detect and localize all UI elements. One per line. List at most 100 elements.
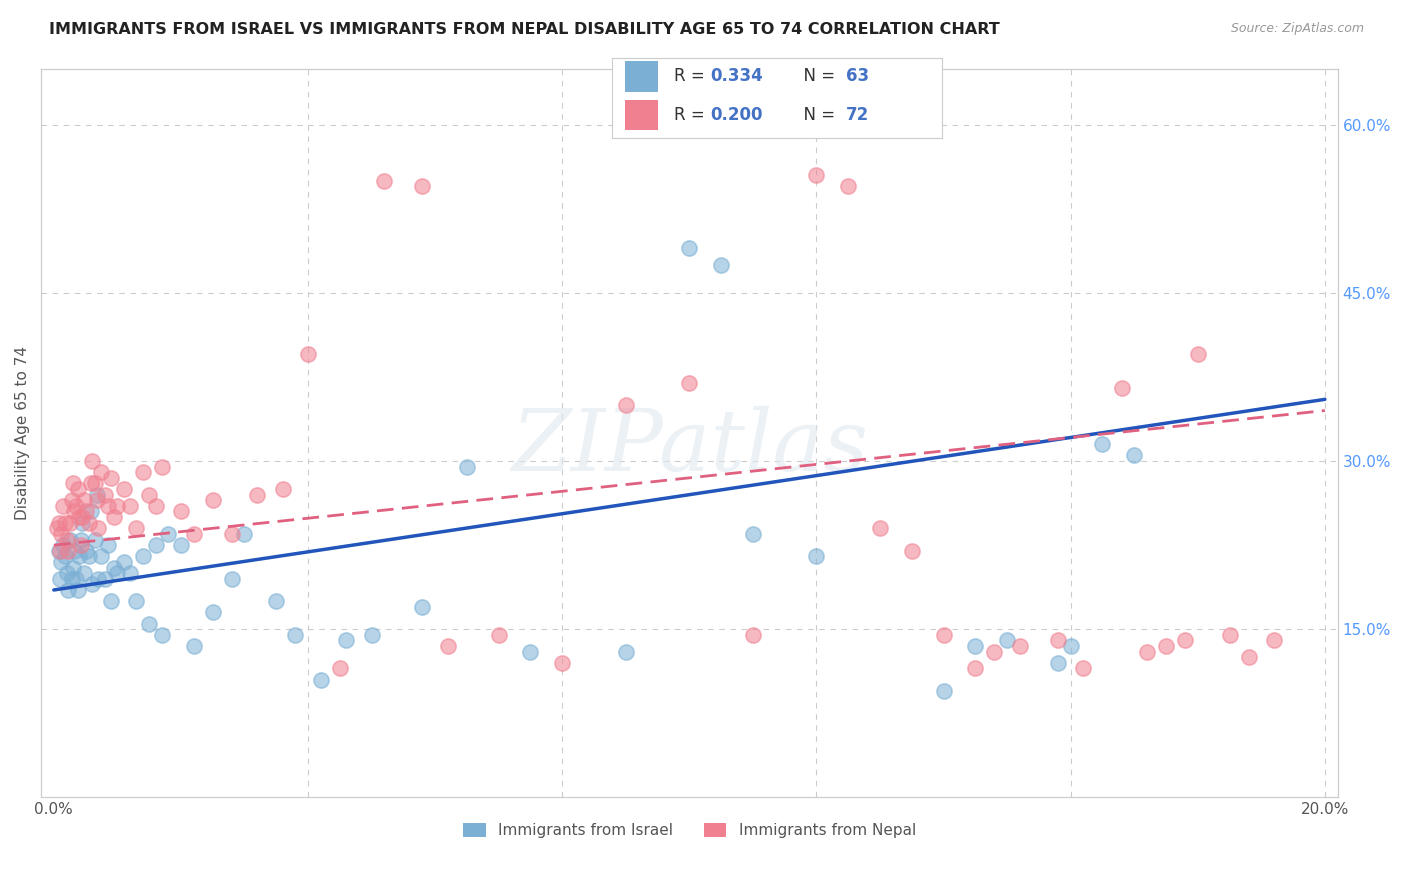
Point (59, 516, 82, 530)
Point (284, 628, 307, 642)
Point (72, 516, 94, 530)
Text: 0.200: 0.200 (710, 106, 763, 124)
Point (678, 241, 700, 255)
Point (488, 628, 510, 642)
Point (84, 533, 107, 547)
Text: IMMIGRANTS FROM ISRAEL VS IMMIGRANTS FROM NEPAL DISABILITY AGE 65 TO 74 CORRELAT: IMMIGRANTS FROM ISRAEL VS IMMIGRANTS FRO… (49, 22, 1000, 37)
Point (73, 493, 96, 508)
Point (157, 527, 180, 541)
Point (1046, 633, 1069, 648)
Point (411, 599, 433, 614)
Point (87, 521, 110, 535)
Point (742, 527, 765, 541)
Point (97, 499, 120, 513)
Point (80, 454, 103, 468)
Point (995, 633, 1018, 648)
Point (264, 594, 287, 608)
Point (1187, 347, 1209, 361)
Point (55, 566, 77, 581)
Point (150, 628, 173, 642)
Point (246, 488, 269, 502)
Bar (624, 100, 658, 130)
Point (56, 582, 79, 597)
Point (932, 628, 955, 642)
Point (132, 549, 155, 564)
Point (103, 510, 125, 524)
Point (105, 566, 128, 581)
Text: N =: N = (793, 68, 841, 86)
Point (1008, 639, 1031, 653)
Text: 72: 72 (846, 106, 869, 124)
Point (69, 533, 91, 547)
Point (93, 488, 115, 502)
Point (806, 549, 828, 564)
Point (65, 572, 87, 586)
Point (373, 174, 395, 188)
Point (48, 516, 70, 530)
Point (105, 499, 128, 513)
Point (120, 566, 142, 581)
Point (201, 606, 224, 620)
Point (49, 543, 72, 558)
Point (233, 527, 256, 541)
Point (75, 504, 97, 518)
Point (132, 465, 155, 479)
Point (456, 459, 478, 474)
Point (1154, 639, 1177, 653)
Point (112, 482, 135, 496)
Point (1060, 639, 1083, 653)
Point (1174, 633, 1197, 648)
Point (100, 594, 122, 608)
Point (62, 560, 84, 574)
Point (51, 555, 73, 569)
Point (309, 673, 332, 687)
Point (1091, 437, 1114, 451)
Point (103, 560, 125, 574)
Point (59, 533, 82, 547)
Point (86, 488, 108, 502)
Point (1136, 645, 1159, 659)
Point (72, 510, 94, 524)
Point (138, 488, 160, 502)
Text: R =: R = (675, 68, 710, 86)
Point (53, 549, 76, 564)
Point (1123, 449, 1146, 463)
Point (69, 538, 91, 552)
Point (97, 538, 120, 552)
Point (983, 645, 1005, 659)
Point (742, 628, 765, 642)
Y-axis label: Disability Age 65 to 74: Disability Age 65 to 74 (15, 346, 30, 520)
Point (52, 538, 75, 552)
Point (138, 616, 160, 631)
Point (79, 476, 101, 491)
Point (1073, 661, 1095, 675)
Text: Source: ZipAtlas.com: Source: ZipAtlas.com (1230, 22, 1364, 36)
Point (170, 538, 193, 552)
Point (360, 628, 382, 642)
Point (60, 493, 83, 508)
Point (1046, 656, 1069, 670)
Point (145, 499, 167, 513)
Point (79, 504, 101, 518)
Point (120, 499, 142, 513)
Point (77, 549, 100, 564)
Point (145, 538, 167, 552)
Point (90, 465, 112, 479)
Point (183, 527, 205, 541)
Point (614, 398, 637, 412)
Text: 63: 63 (846, 68, 869, 86)
Point (335, 633, 357, 648)
Point (837, 179, 859, 194)
Point (710, 258, 733, 272)
Point (806, 168, 828, 182)
Point (221, 527, 243, 541)
Text: ZIPatlas: ZIPatlas (510, 406, 868, 489)
Point (77, 516, 100, 530)
Point (869, 521, 891, 535)
Point (63, 543, 86, 558)
Point (62, 476, 84, 491)
Point (53, 516, 76, 530)
Point (932, 684, 955, 698)
Point (55, 533, 77, 547)
Text: 0.334: 0.334 (710, 68, 763, 86)
